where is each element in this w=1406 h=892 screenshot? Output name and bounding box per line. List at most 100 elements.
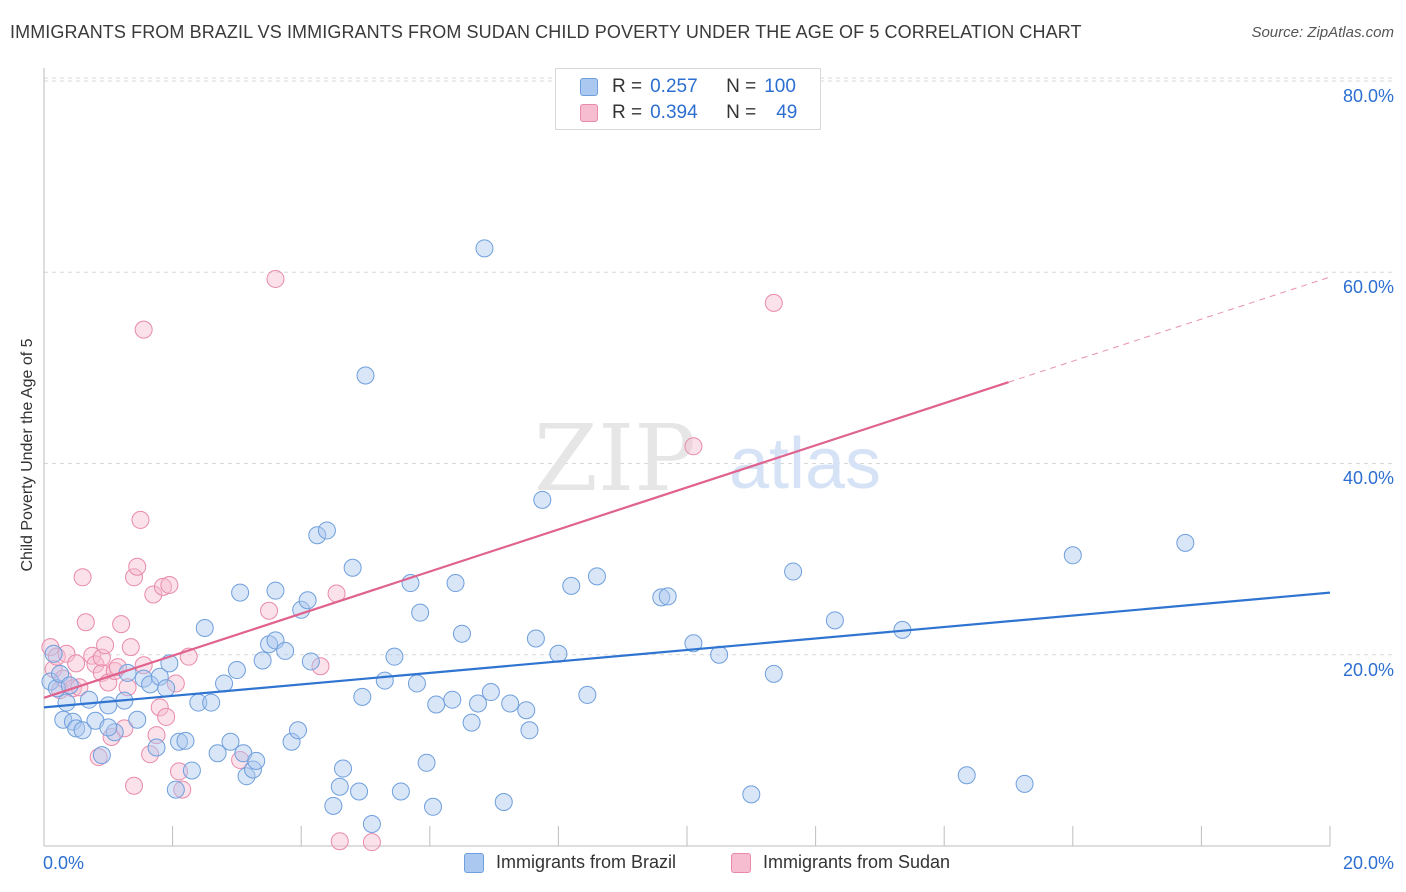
- brazil-point: [684, 634, 703, 653]
- brazil-point: [562, 576, 581, 595]
- brazil-point: [150, 667, 169, 686]
- y-tick-40: 40.0%: [1342, 468, 1394, 488]
- brazil-point: [578, 685, 597, 704]
- brazil-point: [520, 721, 539, 740]
- y-tick-20: 20.0%: [1342, 660, 1394, 680]
- brazil-point: [385, 647, 404, 666]
- series-legend: Immigrants from Brazil Immigrants from S…: [0, 852, 1406, 878]
- brazil-point: [549, 644, 568, 663]
- legend-item-brazil[interactable]: Immigrants from Brazil: [464, 852, 676, 873]
- brazil-point: [825, 611, 844, 630]
- brazil-point: [501, 694, 520, 713]
- brazil-point: [237, 767, 256, 786]
- correlation-legend: R = 0.257 N = 100 R = 0.394 N = 49: [555, 68, 821, 130]
- brazil-point: [462, 713, 481, 732]
- brazil-point: [266, 581, 285, 600]
- brazil-point: [356, 366, 375, 385]
- brazil-point: [324, 796, 343, 815]
- sudan-point: [125, 568, 144, 587]
- sudan-point: [134, 320, 153, 339]
- y-tick-60: 60.0%: [1342, 277, 1394, 297]
- axes: [43, 68, 1331, 847]
- sudan-point: [118, 678, 137, 697]
- brazil-point: [157, 679, 176, 698]
- brazil-point: [443, 690, 462, 709]
- brazil-point: [166, 780, 185, 799]
- legend-label-brazil: Immigrants from Brazil: [496, 852, 677, 872]
- brazil-point: [517, 701, 536, 720]
- legend-item-sudan[interactable]: Immigrants from Sudan: [731, 852, 950, 873]
- sudan-point: [121, 638, 140, 657]
- sudan-point: [330, 832, 349, 851]
- brazil-n-value: 100: [764, 76, 796, 97]
- brazil-point: [446, 574, 465, 593]
- series-sudan-points: [41, 269, 783, 852]
- brazil-point: [227, 661, 246, 680]
- brazil-point: [51, 664, 70, 683]
- sudan-point: [89, 748, 108, 767]
- brazil-point: [1063, 546, 1082, 565]
- brazil-trend-line: [43, 591, 1331, 709]
- sudan-r-label: R =: [612, 102, 643, 123]
- brazil-point: [957, 766, 976, 785]
- sudan-point: [166, 674, 185, 693]
- brazil-point: [73, 721, 92, 740]
- brazil-point: [710, 645, 729, 664]
- brazil-point: [1176, 533, 1195, 552]
- trend-lines: [43, 276, 1331, 709]
- sudan-point: [76, 613, 95, 632]
- brazil-point: [276, 641, 295, 660]
- sudan-point: [157, 707, 176, 726]
- brazil-point: [99, 718, 118, 737]
- x-tick-max: 20.0%: [1342, 853, 1394, 873]
- sudan-point: [141, 745, 160, 764]
- brazil-point: [282, 732, 301, 751]
- brazil-point: [195, 618, 214, 637]
- brazil-point: [407, 674, 426, 693]
- sudan-r-value: 0.394: [650, 102, 698, 123]
- brazil-point: [301, 652, 320, 671]
- legend-row-sudan: R = 0.394 N = 49: [580, 101, 797, 125]
- brazil-point: [427, 695, 446, 714]
- brazil-point: [215, 674, 234, 693]
- watermark-zip: ZIP: [534, 405, 696, 512]
- sudan-point: [125, 776, 144, 795]
- sudan-point: [73, 568, 92, 587]
- legend-label-sudan: Immigrants from Sudan: [763, 852, 951, 872]
- brazil-point: [362, 815, 381, 834]
- brazil-point: [288, 721, 307, 740]
- sudan-point: [684, 437, 703, 456]
- sudan-point: [260, 601, 279, 620]
- sudan-n-value: 49: [776, 102, 798, 123]
- brazil-point: [475, 239, 494, 258]
- brazil-point: [391, 782, 410, 801]
- brazil-point: [231, 583, 250, 602]
- sudan-point: [57, 644, 76, 663]
- brazil-point: [764, 664, 783, 683]
- brazil-r-label: R =: [612, 76, 643, 97]
- brazil-point: [411, 603, 430, 622]
- sudan-n-label: N =: [726, 102, 757, 123]
- sudan-point: [150, 698, 169, 717]
- sudan-point: [160, 575, 179, 594]
- sudan-swatch: [580, 104, 598, 122]
- chart-title: IMMIGRANTS FROM BRAZIL VS IMMIGRANTS FRO…: [10, 22, 1082, 42]
- brazil-r-value: 0.257: [650, 76, 698, 97]
- brazil-point: [317, 521, 336, 540]
- brazil-point: [424, 797, 443, 816]
- brazil-point: [333, 759, 352, 778]
- brazil-point: [41, 672, 60, 691]
- brazil-point: [170, 732, 189, 751]
- source-note: Source: ZipAtlas.com: [1251, 24, 1394, 41]
- brazil-n-label: N =: [726, 76, 757, 97]
- brazil-point: [253, 651, 272, 670]
- brazil-point: [481, 683, 500, 702]
- sudan-trend-line: [43, 381, 1009, 699]
- brazil-point: [67, 719, 86, 738]
- sudan-legend-swatch: [731, 852, 751, 873]
- brazil-point: [469, 694, 488, 713]
- brazil-point: [652, 588, 671, 607]
- sudan-point: [173, 780, 192, 799]
- watermark: ZIP atlas: [534, 405, 881, 512]
- brazil-point: [375, 671, 394, 690]
